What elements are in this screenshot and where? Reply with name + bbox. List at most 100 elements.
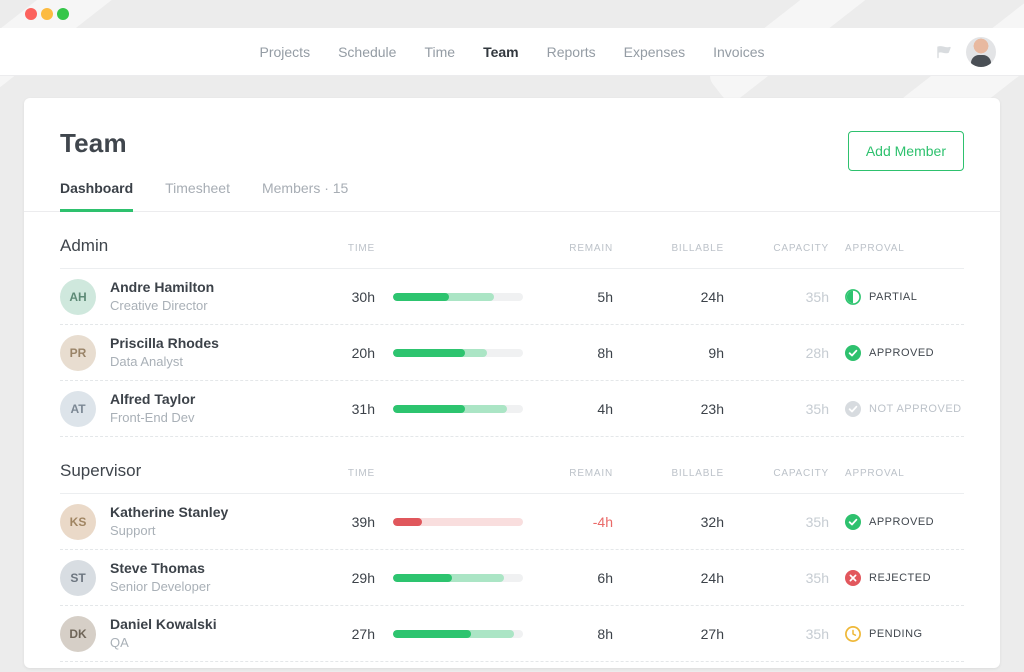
tab-timesheet[interactable]: Timesheet (165, 180, 230, 196)
member-name: Daniel Kowalski (110, 616, 217, 632)
approval-label: Approved (869, 515, 935, 528)
approval-label: Pending (869, 627, 923, 640)
avatar: KS (60, 503, 96, 540)
approval-label: Approved (869, 346, 935, 359)
billable-value: 24h (700, 288, 724, 305)
column-header-remain: Remain (569, 468, 613, 479)
tab-dashboard[interactable]: Dashboard (60, 180, 134, 212)
partial-icon (845, 288, 861, 305)
window-close-button[interactable] (25, 8, 37, 20)
approved-icon (845, 344, 861, 361)
remain-value: 4h (597, 400, 613, 417)
member-role: Senior Developer (110, 579, 211, 594)
member-role: Data Analyst (110, 354, 183, 369)
progress-bar (393, 573, 523, 582)
remain-value: -4h (592, 513, 613, 530)
time-value: 31h (351, 400, 375, 417)
progress-bar (393, 629, 523, 638)
section-title: Admin (60, 236, 109, 255)
flag-icon[interactable] (935, 43, 953, 61)
member-role: Front-End Dev (110, 410, 195, 425)
time-value: 27h (351, 625, 375, 642)
time-value: 20h (351, 344, 375, 361)
table-row[interactable]: AH Andre Hamilton Creative Director 30h … (60, 269, 964, 325)
table-row[interactable]: KS Katherine Stanley Support 39h -4h 32h… (60, 494, 964, 550)
column-header-time: Time (347, 468, 375, 479)
billable-value: 23h (700, 400, 724, 417)
member-name: Katherine Stanley (110, 504, 229, 520)
member-name: Alfred Taylor (110, 391, 196, 407)
pending-icon (845, 625, 861, 642)
nav-item-team[interactable]: Team (483, 43, 519, 60)
capacity-value: 35h (805, 288, 829, 305)
main-nav: Projects Schedule Time Team Reports Expenses I… (0, 44, 1024, 60)
member-role: QA (110, 635, 129, 650)
section-title: Supervisor (60, 461, 142, 480)
progress-bar (393, 348, 523, 357)
time-value: 30h (351, 288, 375, 305)
billable-value: 24h (700, 569, 724, 586)
team-panel: Team Add Member Dashboard Timesheet Member… (24, 98, 1000, 668)
capacity-value: 28h (805, 344, 829, 361)
section-header: Supervisor Time Remain Billable Capacity App… (60, 461, 964, 494)
column-header-capacity: Capacity (773, 468, 829, 479)
page-title: Team (60, 128, 127, 158)
remain-value: 6h (597, 569, 613, 586)
add-member-button[interactable]: Add Member (847, 131, 964, 171)
approval-label: Partial (869, 290, 918, 303)
column-header-billable: Billable (671, 243, 724, 254)
column-header-approval: Approval (845, 468, 905, 479)
remain-value: 8h (597, 344, 613, 361)
window-minimize-button[interactable] (41, 8, 53, 20)
progress-bar (393, 292, 523, 301)
top-navigation: Projects Schedule Time Team Reports Expenses I… (0, 28, 1024, 76)
nav-item-invoices[interactable]: Invoices (713, 43, 765, 60)
approved-icon (845, 513, 861, 530)
tab-members[interactable]: Members · 15 (261, 180, 349, 196)
sections-container: Admin Time Remain Billable Capacity Approval… (24, 236, 1000, 662)
approval-label: Rejected (869, 571, 932, 584)
tab-bar: Dashboard Timesheet Members · 15 (24, 180, 1000, 212)
section-header: Admin Time Remain Billable Capacity Approval (60, 236, 964, 269)
remain-value: 8h (597, 625, 613, 642)
avatar: ST (60, 559, 96, 596)
table-row[interactable]: AT Alfred Taylor Front-End Dev 31h 4h 23… (60, 381, 964, 437)
rejected-icon (845, 569, 861, 586)
avatar: PR (60, 334, 96, 371)
capacity-value: 35h (805, 625, 829, 642)
team-section: Supervisor Time Remain Billable Capacity App… (60, 461, 964, 662)
billable-value: 9h (708, 344, 724, 361)
user-avatar[interactable] (966, 37, 996, 67)
avatar: DK (60, 615, 96, 652)
avatar: AH (60, 278, 96, 315)
column-header-capacity: Capacity (773, 243, 829, 254)
member-role: Creative Director (110, 298, 208, 313)
nav-item-schedule[interactable]: Schedule (338, 43, 397, 60)
nav-item-expenses[interactable]: Expenses (623, 43, 686, 60)
window-zoom-button[interactable] (57, 8, 69, 20)
time-value: 39h (351, 513, 375, 530)
table-row[interactable]: ST Steve Thomas Senior Developer 29h 6h … (60, 550, 964, 606)
nav-item-projects[interactable]: Projects (259, 43, 311, 60)
member-name: Andre Hamilton (110, 279, 215, 295)
table-row[interactable]: DK Daniel Kowalski QA 27h 8h 27h 35h Pen… (60, 606, 964, 662)
column-header-remain: Remain (569, 243, 613, 254)
remain-value: 5h (597, 288, 613, 305)
nav-item-time[interactable]: Time (424, 43, 456, 60)
avatar: AT (60, 390, 96, 427)
time-value: 29h (351, 569, 375, 586)
billable-value: 27h (700, 625, 724, 642)
column-header-time: Time (347, 243, 375, 254)
capacity-value: 35h (805, 569, 829, 586)
window-titlebar (0, 0, 1024, 28)
progress-bar (393, 517, 523, 526)
nav-item-reports[interactable]: Reports (546, 43, 596, 60)
approval-label: Not Approved (869, 402, 962, 415)
billable-value: 32h (700, 513, 724, 530)
team-section: Admin Time Remain Billable Capacity Approval… (60, 236, 964, 437)
table-row[interactable]: PR Priscilla Rhodes Data Analyst 20h 8h … (60, 325, 964, 381)
member-name: Priscilla Rhodes (110, 335, 219, 351)
member-role: Support (110, 523, 156, 538)
not-approved-icon (845, 400, 861, 417)
